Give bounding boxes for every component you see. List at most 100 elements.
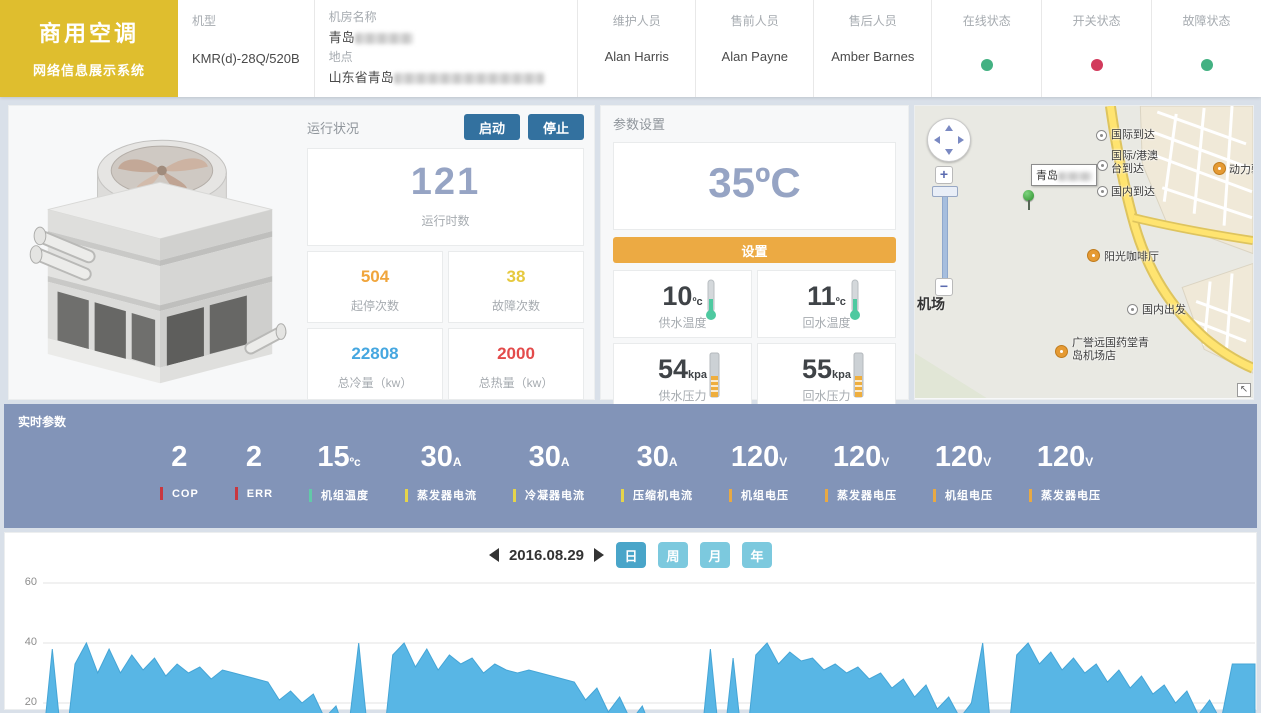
realtime-item-unit-temp: 15ºc 机组温度 — [309, 442, 369, 503]
map-zoom-handle[interactable] — [932, 186, 958, 197]
start-button[interactable]: 启动 — [464, 114, 520, 140]
online-status-field: 在线状态 — [931, 0, 1041, 97]
realtime-item-condenser-current: 30A 冷凝器电流 — [513, 442, 585, 503]
gauge-label: 供水压力 — [658, 389, 707, 403]
stat-label: 总热量（kw） — [478, 376, 554, 390]
running-hours-card: 121 运行时数 — [307, 148, 584, 246]
chart-date: 2016.08.29 — [508, 546, 585, 564]
pan-right-arrow[interactable] — [958, 136, 964, 144]
map-label: 国际到达 — [1111, 129, 1155, 141]
stop-button[interactable]: 停止 — [528, 114, 584, 140]
realtime-item-cop: 2 COP — [159, 442, 199, 503]
range-year-button[interactable]: 年 — [742, 542, 773, 568]
map-image — [915, 106, 1253, 399]
total-cooling-card: 22808 总冷量（kw） — [307, 328, 443, 400]
map-label: 阳光咖啡厅 — [1104, 251, 1159, 263]
realtime-title: 实时参数 — [18, 415, 67, 429]
status-label: 开关状态 — [1072, 14, 1121, 28]
supply-water-pressure-card: 54kpa 供水压力 — [613, 343, 752, 411]
realtime-label: 蒸发器电压 — [1041, 490, 1102, 502]
status-dot — [1200, 59, 1213, 71]
redacted-text — [354, 33, 413, 45]
gauge-value: 55 — [801, 354, 833, 384]
stat-value: 22808 — [351, 344, 399, 363]
main-row: 运行状况 启动 停止 121 运行时数 504 起停次数 38 故障次数 228… — [8, 105, 1255, 411]
realtime-label: 蒸发器电流 — [417, 490, 478, 502]
gauge-label: 回水压力 — [802, 389, 851, 403]
gauge-unit: kpa — [688, 369, 707, 381]
pressure-gauge-icon — [853, 352, 864, 398]
room-location-field: 机房名称 青岛 地点 山东省青岛 — [313, 0, 578, 97]
parameter-title: 参数设置 — [613, 117, 666, 132]
thermometer-icon — [706, 279, 716, 320]
tick-mark — [1029, 488, 1033, 502]
personnel-value: Alan Harris — [604, 49, 669, 64]
location-label: 地点 — [328, 50, 353, 64]
next-date-arrow[interactable] — [594, 548, 605, 562]
map-pan-control[interactable] — [927, 118, 971, 162]
stat-label: 总冷量（kw） — [337, 376, 413, 390]
pan-down-arrow[interactable] — [945, 149, 953, 155]
redacted-text — [393, 73, 544, 85]
station-icon — [1097, 160, 1108, 171]
running-hours-label: 运行时数 — [421, 214, 470, 228]
chart-area-series — [45, 641, 1256, 713]
machine-model-label: 机型 — [192, 14, 217, 28]
top-header: 商用空调 网络信息展示系统 机型 KMR(d)-28Q/520B 机房名称 青岛… — [0, 0, 1261, 97]
status-dot — [1090, 59, 1103, 71]
setpoint-value: 35ºC — [708, 159, 801, 206]
tick-mark — [621, 488, 625, 502]
fault-count-card: 38 故障次数 — [448, 251, 584, 323]
tick-mark — [933, 488, 937, 502]
setpoint-card: 35ºC — [613, 142, 896, 230]
map-pin[interactable] — [1023, 190, 1034, 201]
parameter-panel: 参数设置 35ºC 设置 10ºc 供水温度 11ºc 回水温度 — [600, 105, 909, 411]
tick-mark — [729, 488, 733, 502]
realtime-band: 实时参数 2 COP 2 ERR 15ºc 机组温度 30A 蒸发器电流 30A… — [4, 404, 1257, 528]
map-zoom-slider[interactable] — [942, 186, 948, 280]
chart-date-nav: 2016.08.29 日 周 月 年 — [5, 533, 1256, 569]
range-month-button[interactable]: 月 — [700, 542, 731, 568]
cooling-tower-image — [29, 139, 287, 384]
gauge-unit: ºc — [692, 296, 703, 308]
map-label: 广誉远国药堂青岛机场店 — [1072, 337, 1149, 362]
range-week-button[interactable]: 周 — [658, 542, 689, 568]
realtime-items-row: 2 COP 2 ERR 15ºc 机组温度 30A 蒸发器电流 30A 冷凝器电… — [4, 442, 1257, 503]
redacted-text — [1058, 171, 1092, 181]
gauge-unit: ºc — [835, 296, 846, 308]
set-button[interactable]: 设置 — [613, 237, 896, 263]
area-chart: 60 40 20 — [5, 571, 1256, 713]
airport-map-label: 机场 — [917, 296, 945, 312]
realtime-item-err: 2 ERR — [234, 442, 273, 503]
personnel-value: Alan Payne — [721, 49, 789, 64]
realtime-label: 冷凝器电流 — [525, 490, 586, 502]
operation-section: 运行状况 启动 停止 121 运行时数 504 起停次数 38 故障次数 228… — [307, 112, 584, 400]
pressure-gauge-icon — [709, 352, 720, 398]
gauge-label: 供水温度 — [658, 316, 707, 330]
personnel-value: Amber Barnes — [831, 49, 915, 64]
map-expand-icon[interactable] — [1237, 383, 1251, 397]
tick-mark — [159, 487, 163, 500]
y-axis-tick: 40 — [24, 636, 37, 648]
realtime-item-compressor-current: 30A 压缩机电流 — [621, 442, 693, 503]
maintenance-person-field: 维护人员 Alan Harris — [577, 0, 695, 97]
stat-label: 起停次数 — [350, 299, 399, 313]
status-dot — [980, 59, 993, 71]
prev-date-arrow[interactable] — [488, 548, 499, 562]
range-day-button[interactable]: 日 — [616, 542, 647, 568]
realtime-label: 机组温度 — [321, 490, 370, 502]
stat-value: 504 — [360, 267, 390, 286]
realtime-item-unit-voltage-1: 120V 机组电压 — [729, 441, 790, 502]
total-heat-card: 2000 总热量（kw） — [448, 328, 584, 400]
map-zoom-in-button[interactable] — [935, 166, 953, 184]
tick-mark — [513, 488, 517, 502]
map-pin-stick — [1028, 200, 1030, 210]
y-axis-tick: 60 — [24, 576, 37, 588]
realtime-label: 蒸发器电压 — [837, 490, 898, 502]
return-water-temp-card: 11ºc 回水温度 — [757, 270, 896, 338]
chart-panel: 2016.08.29 日 周 月 年 60 40 20 — [4, 532, 1257, 713]
pan-left-arrow[interactable] — [934, 136, 940, 144]
pharmacy-icon — [1055, 345, 1068, 358]
pan-up-arrow[interactable] — [945, 125, 953, 131]
map-zoom-out-button[interactable] — [935, 278, 953, 296]
